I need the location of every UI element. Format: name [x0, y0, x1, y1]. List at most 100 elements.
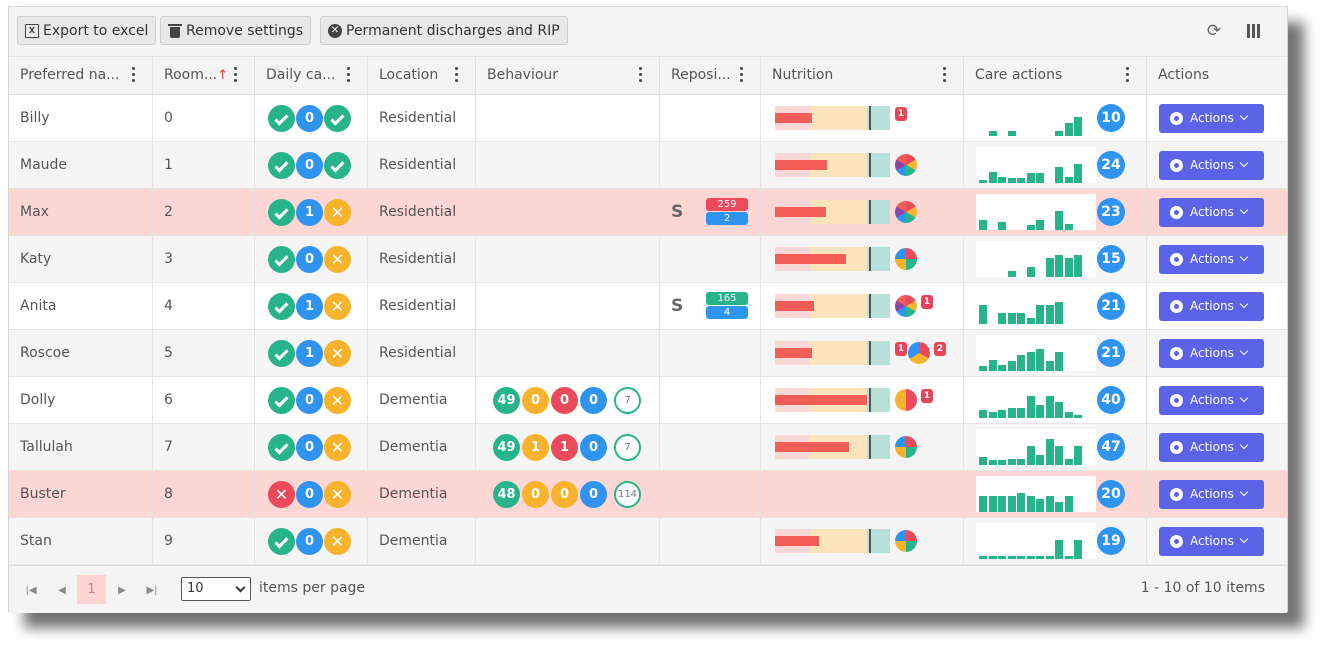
permanent-discharges-button[interactable]: ✕ Permanent discharges and RIP — [320, 16, 568, 45]
behaviour-count[interactable]: 49 — [493, 434, 520, 461]
behaviour-count[interactable]: 0 — [551, 481, 578, 508]
care-actions-sparkline[interactable] — [976, 100, 1096, 136]
resident-name[interactable]: Billy — [20, 110, 50, 126]
care-actions-count[interactable]: 47 — [1097, 433, 1125, 461]
column-header-nutrition[interactable]: Nutrition — [760, 57, 963, 95]
next-page-icon[interactable]: ▶ — [118, 585, 126, 596]
daily-care-indicator[interactable] — [268, 293, 295, 320]
nutrition-pie-chart[interactable] — [895, 248, 917, 270]
nutrition-alert-badge[interactable]: 1 — [921, 389, 933, 403]
first-page-icon[interactable]: |◀ — [25, 585, 37, 596]
daily-care-indicator[interactable] — [268, 434, 295, 461]
behaviour-count[interactable]: 48 — [493, 481, 520, 508]
care-actions-count[interactable]: 40 — [1097, 386, 1125, 414]
nutrition-bar[interactable] — [775, 106, 890, 130]
care-actions-count[interactable]: 24 — [1097, 151, 1125, 179]
column-menu-icon[interactable] — [234, 67, 238, 83]
behaviour-total[interactable]: 7 — [614, 387, 641, 414]
care-actions-sparkline[interactable] — [976, 523, 1096, 559]
daily-care-indicator[interactable] — [268, 387, 295, 414]
daily-care-indicator[interactable] — [324, 152, 351, 179]
nutrition-alert-badge[interactable]: 2 — [934, 342, 946, 356]
care-actions-count[interactable]: 23 — [1097, 198, 1125, 226]
resident-name[interactable]: Maude — [20, 157, 68, 173]
daily-care-indicator[interactable]: ✕ — [324, 246, 351, 273]
daily-care-indicator[interactable]: ✕ — [324, 434, 351, 461]
nutrition-bar[interactable] — [775, 529, 890, 553]
nutrition-pie-chart[interactable] — [895, 201, 917, 223]
daily-care-indicator[interactable]: ✕ — [324, 340, 351, 367]
behaviour-count[interactable]: 1 — [551, 434, 578, 461]
prev-page-icon[interactable]: ◀ — [58, 585, 66, 596]
nutrition-pie-chart[interactable] — [895, 389, 917, 411]
column-menu-icon[interactable] — [1126, 67, 1130, 83]
care-actions-count[interactable]: 21 — [1097, 339, 1125, 367]
column-header-behaviour[interactable]: Behaviour — [475, 57, 659, 95]
behaviour-total[interactable]: 114 — [614, 481, 641, 508]
care-actions-sparkline[interactable] — [976, 241, 1096, 277]
column-menu-icon[interactable] — [347, 67, 351, 83]
column-chooser-icon[interactable] — [1243, 21, 1263, 41]
daily-care-indicator[interactable]: 0 — [296, 387, 323, 414]
resident-name[interactable]: Roscoe — [20, 345, 70, 361]
daily-care-indicator[interactable]: 1 — [296, 199, 323, 226]
daily-care-indicator[interactable] — [324, 105, 351, 132]
column-menu-icon[interactable] — [740, 67, 744, 83]
nutrition-alert-badge[interactable]: 1 — [895, 342, 907, 356]
resident-name[interactable]: Buster — [20, 486, 66, 502]
daily-care-indicator[interactable] — [268, 105, 295, 132]
daily-care-indicator[interactable]: ✕ — [324, 293, 351, 320]
daily-care-indicator[interactable]: 0 — [296, 481, 323, 508]
care-actions-sparkline[interactable] — [976, 429, 1096, 465]
daily-care-indicator[interactable]: 0 — [296, 246, 323, 273]
resident-name[interactable]: Stan — [20, 533, 52, 549]
resident-name[interactable]: Max — [20, 204, 49, 220]
nutrition-pie-chart[interactable] — [908, 342, 930, 364]
care-actions-sparkline[interactable] — [976, 382, 1096, 418]
nutrition-pie-chart[interactable] — [895, 295, 917, 317]
care-actions-sparkline[interactable] — [976, 335, 1096, 371]
nutrition-bar[interactable] — [775, 247, 890, 271]
column-header-location[interactable]: Location — [367, 57, 475, 95]
column-menu-icon[interactable] — [639, 67, 643, 83]
resident-name[interactable]: Dolly — [20, 392, 56, 408]
daily-care-indicator[interactable] — [268, 528, 295, 555]
behaviour-count[interactable]: 49 — [493, 387, 520, 414]
daily-care-indicator[interactable]: 1 — [296, 340, 323, 367]
column-header-room[interactable]: Room...↑ — [152, 57, 254, 95]
daily-care-indicator[interactable]: 0 — [296, 528, 323, 555]
care-actions-count[interactable]: 19 — [1097, 527, 1125, 555]
nutrition-alert-badge[interactable]: 1 — [895, 107, 907, 121]
care-actions-count[interactable]: 20 — [1097, 480, 1125, 508]
daily-care-indicator[interactable] — [268, 246, 295, 273]
behaviour-count[interactable]: 0 — [522, 481, 549, 508]
export-excel-button[interactable]: X Export to excel — [17, 16, 157, 45]
daily-care-indicator[interactable]: ✕ — [324, 199, 351, 226]
care-actions-sparkline[interactable] — [976, 288, 1096, 324]
page-size-select[interactable]: 10 — [181, 577, 251, 601]
care-actions-sparkline[interactable] — [976, 147, 1096, 183]
behaviour-count[interactable]: 0 — [580, 481, 607, 508]
daily-care-indicator[interactable] — [268, 199, 295, 226]
daily-care-indicator[interactable]: ✕ — [324, 387, 351, 414]
behaviour-count[interactable]: 0 — [522, 387, 549, 414]
actions-button[interactable]: Actions — [1159, 151, 1264, 180]
column-header-repo[interactable]: Reposi... — [659, 57, 760, 95]
daily-care-indicator[interactable] — [268, 152, 295, 179]
actions-button[interactable]: Actions — [1159, 339, 1264, 368]
actions-button[interactable]: Actions — [1159, 245, 1264, 274]
daily-care-indicator[interactable]: ✕ — [268, 481, 295, 508]
nutrition-pie-chart[interactable] — [895, 154, 917, 176]
daily-care-indicator[interactable]: ✕ — [324, 481, 351, 508]
nutrition-bar[interactable] — [775, 294, 890, 318]
daily-care-indicator[interactable]: 0 — [296, 105, 323, 132]
daily-care-indicator[interactable] — [268, 340, 295, 367]
nutrition-bar[interactable] — [775, 341, 890, 365]
actions-button[interactable]: Actions — [1159, 292, 1264, 321]
column-header-actions[interactable]: Actions — [1146, 57, 1276, 95]
care-actions-count[interactable]: 10 — [1097, 104, 1125, 132]
behaviour-count[interactable]: 0 — [551, 387, 578, 414]
remove-settings-button[interactable]: Remove settings — [160, 16, 312, 45]
nutrition-alert-badge[interactable]: 1 — [921, 295, 933, 309]
nutrition-pie-chart[interactable] — [895, 436, 917, 458]
